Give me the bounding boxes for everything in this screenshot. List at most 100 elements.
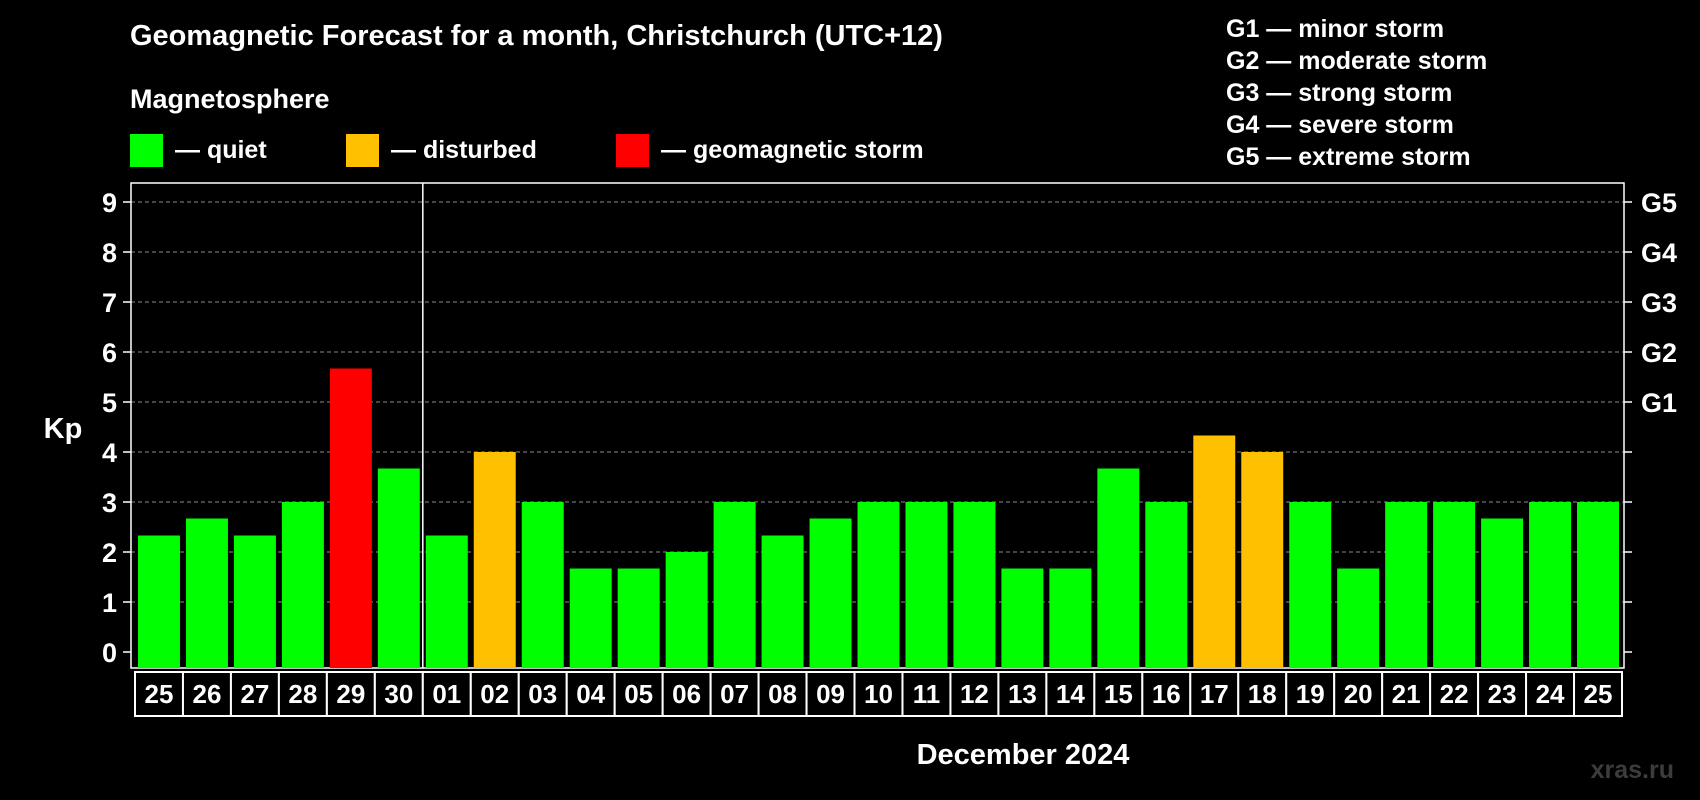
kp-bar <box>521 502 564 668</box>
date-cell <box>277 671 328 717</box>
date-cell <box>613 671 664 717</box>
date-label: 06 <box>672 679 701 709</box>
kp-bar <box>1145 502 1188 668</box>
date-label: 24 <box>1536 679 1565 709</box>
kp-bar <box>809 518 852 668</box>
kp-bar <box>1385 502 1428 668</box>
y-tick-label: 8 <box>102 238 117 268</box>
kp-bar <box>138 535 180 668</box>
date-cell <box>134 671 184 717</box>
y-tick-label: 5 <box>102 388 117 418</box>
date-label: 10 <box>864 679 893 709</box>
y-tick-label: 2 <box>102 538 117 568</box>
watermark: xras.ru <box>1590 756 1674 784</box>
date-label: 21 <box>1392 679 1421 709</box>
y-tick-label: 7 <box>102 288 117 318</box>
quiet-swatch <box>130 133 163 167</box>
chart-title: Geomagnetic Forecast for a month, Christ… <box>130 20 943 52</box>
date-label: 25 <box>145 679 174 709</box>
date-cell <box>949 671 1000 717</box>
kp-bar <box>1529 502 1572 668</box>
date-label: 08 <box>768 679 797 709</box>
kp-bar <box>1241 452 1284 668</box>
kp-bar <box>473 452 516 668</box>
chart-subtitle: Magnetosphere <box>130 84 330 114</box>
kp-bar <box>617 568 660 668</box>
y-axis-label: Kp <box>44 413 83 445</box>
kp-bar <box>1001 568 1044 668</box>
kp-bar <box>377 468 420 668</box>
storm-scale-g2: G2 — moderate storm <box>1226 47 1488 75</box>
legend-storm-label: — geomagnetic storm <box>661 135 924 164</box>
date-label: 13 <box>1008 679 1037 709</box>
date-cell <box>661 671 712 717</box>
date-label: 25 <box>1584 679 1613 709</box>
y-tick-label: 4 <box>102 438 117 468</box>
g-scale-label: G3 <box>1641 288 1677 318</box>
kp-bar <box>857 502 900 668</box>
g-scale-label: G5 <box>1641 188 1677 218</box>
date-cell <box>1333 671 1384 717</box>
date-cell <box>709 671 760 717</box>
date-cell <box>853 671 904 717</box>
kp-bar <box>569 568 612 668</box>
date-cell <box>901 671 952 717</box>
date-label: 16 <box>1152 679 1181 709</box>
storm-scale-g3: G3 — strong storm <box>1226 79 1453 107</box>
kp-bar <box>1193 435 1236 668</box>
kp-bar <box>185 518 228 668</box>
date-label: 22 <box>1440 679 1469 709</box>
kp-bar <box>953 502 996 668</box>
storm-scale-g5: G5 — extreme storm <box>1226 143 1471 171</box>
kp-bar <box>1337 568 1380 668</box>
g-scale-label: G2 <box>1641 338 1677 368</box>
date-label: 26 <box>192 679 221 709</box>
kp-bar <box>329 368 372 668</box>
legend-quiet-label: — quiet <box>175 135 267 164</box>
y-tick-label: 9 <box>102 188 117 218</box>
date-label: 01 <box>432 679 461 709</box>
date-label: 17 <box>1200 679 1229 709</box>
legend-disturbed: — disturbed <box>346 133 537 167</box>
g-scale-label: G1 <box>1641 388 1677 418</box>
kp-bar <box>1481 518 1524 668</box>
y-tick-label: 6 <box>102 338 117 368</box>
kp-bar <box>233 535 276 668</box>
date-cell <box>1237 671 1288 717</box>
legend-storm: — geomagnetic storm <box>616 133 924 167</box>
date-label: 03 <box>528 679 557 709</box>
date-cell <box>517 671 568 717</box>
date-cell <box>421 671 472 717</box>
date-cell <box>229 671 280 717</box>
kp-bar <box>761 535 804 668</box>
date-cell <box>1285 671 1336 717</box>
date-label: 11 <box>913 679 941 709</box>
y-tick-label: 1 <box>102 588 117 618</box>
date-cell <box>181 671 232 717</box>
storm-scale-g4: G4 — severe storm <box>1226 111 1454 139</box>
date-cell <box>325 671 376 717</box>
storm-scale-legend: G1 — minor storm G2 — moderate storm G3 … <box>1226 13 1487 173</box>
kp-bar <box>1577 502 1619 668</box>
date-label: 09 <box>816 679 845 709</box>
kp-bar <box>1289 502 1332 668</box>
kp-bar <box>1097 468 1140 668</box>
y-tick-label: 0 <box>102 638 117 668</box>
legend-quiet: — quiet <box>130 133 267 167</box>
kp-bar <box>425 535 468 668</box>
date-label: 12 <box>960 679 989 709</box>
date-cell <box>1525 671 1576 717</box>
date-cell <box>1045 671 1096 717</box>
date-label: 05 <box>624 679 653 709</box>
legend-disturbed-label: — disturbed <box>391 135 537 164</box>
date-label: 19 <box>1296 679 1325 709</box>
y-tick-label: 3 <box>102 488 117 518</box>
date-label: 28 <box>288 679 317 709</box>
date-label: 07 <box>720 679 749 709</box>
date-label: 20 <box>1344 679 1373 709</box>
kp-bar <box>1433 502 1476 668</box>
date-cell <box>1429 671 1480 717</box>
date-cell <box>1573 671 1623 717</box>
kp-bar <box>1049 568 1092 668</box>
